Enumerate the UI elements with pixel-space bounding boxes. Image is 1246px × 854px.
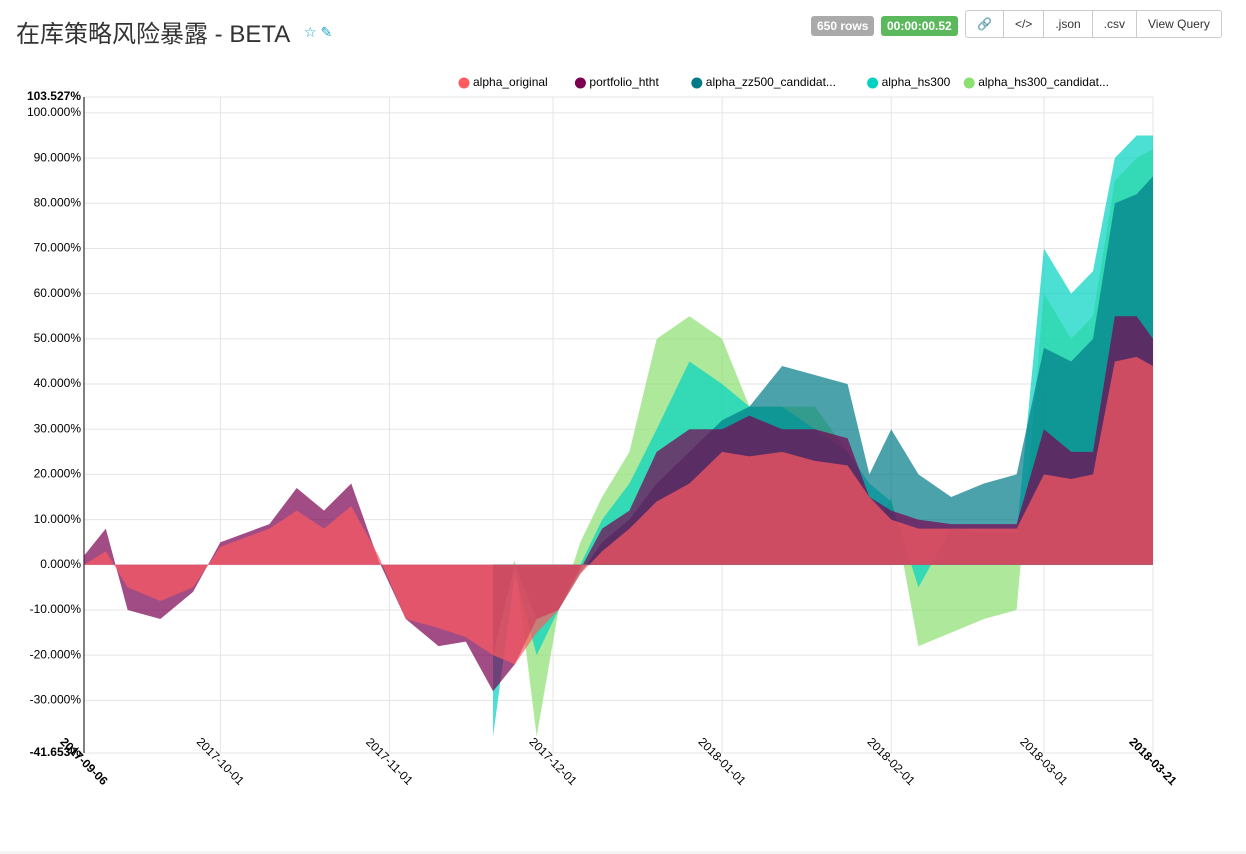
y-tick-label: 50.000% — [34, 331, 82, 345]
y-tick-label: 80.000% — [34, 195, 82, 209]
view-query-button[interactable]: View Query — [1136, 11, 1221, 37]
title-icons[interactable]: ☆ ✎ — [304, 24, 333, 40]
rows-badge: 650 rows — [811, 16, 875, 36]
y-tick-label: 60.000% — [34, 286, 82, 300]
legend-label: portfolio_htht — [589, 75, 659, 89]
link-button[interactable]: 🔗 — [977, 17, 992, 31]
area — [84, 316, 1153, 692]
json-button[interactable]: .json — [1043, 11, 1091, 37]
legend-marker — [691, 77, 703, 89]
y-tick-label: 10.000% — [34, 512, 82, 526]
csv-button[interactable]: .csv — [1091, 11, 1136, 37]
legend-label: alpha_hs300 — [882, 75, 951, 89]
footer-line — [0, 851, 1246, 854]
y-tick-label: -41.653% — [30, 745, 82, 759]
y-tick-label: 0.000% — [40, 557, 81, 571]
legend-marker — [867, 77, 879, 89]
legend-marker — [963, 77, 975, 89]
legend-marker — [574, 77, 586, 89]
y-tick-label: -10.000% — [30, 602, 82, 616]
y-tick-label: 103.527% — [27, 89, 81, 103]
y-tick-label: 40.000% — [34, 376, 82, 390]
y-tick-label: 70.000% — [34, 241, 82, 255]
legend-marker — [458, 77, 470, 89]
y-tick-label: 90.000% — [34, 150, 82, 164]
page-title: 在库策略风险暴露 - BETA — [16, 21, 291, 48]
y-tick-label: 30.000% — [34, 421, 82, 435]
y-tick-label: -20.000% — [30, 647, 82, 661]
button-group: 🔗 </> .json .csv View Query — [965, 10, 1222, 38]
y-tick-label: 100.000% — [27, 105, 81, 119]
y-tick-label: -30.000% — [30, 693, 82, 707]
embed-button[interactable]: </> — [1002, 11, 1043, 37]
legend-label: alpha_hs300_candidat... — [978, 75, 1109, 89]
legend-label: alpha_original — [473, 75, 548, 89]
y-tick-label: 20.000% — [34, 467, 82, 481]
time-badge: 00:00:00.52 — [881, 16, 958, 36]
legend-label: alpha_zz500_candidat... — [706, 75, 836, 89]
